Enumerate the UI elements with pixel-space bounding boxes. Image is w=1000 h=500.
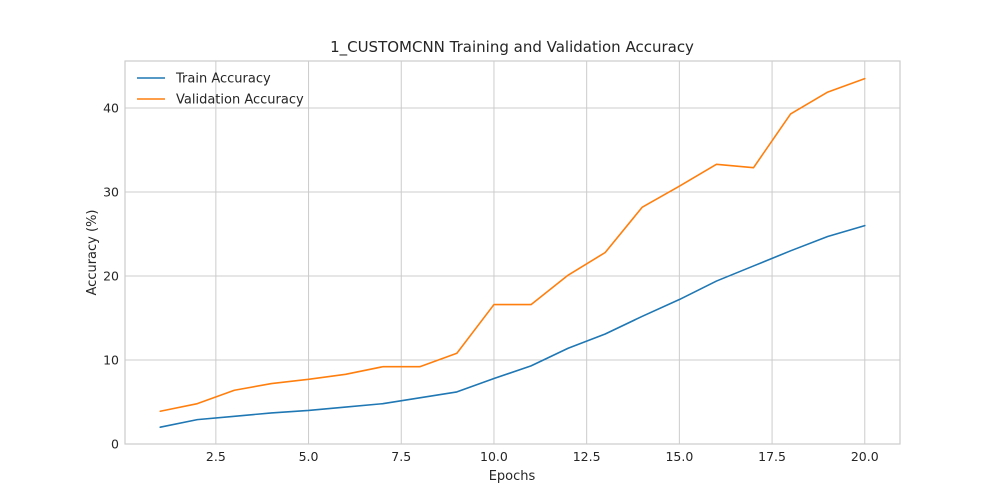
- x-tick-label: 20.0: [851, 449, 879, 464]
- chart-title: 1_CUSTOMCNN Training and Validation Accu…: [330, 38, 694, 57]
- legend-label-validation-accuracy: Validation Accuracy: [176, 93, 304, 108]
- tick-labels: 2.5 5.0 7.5 10.0 12.5 15.0 17.5 20.0 0 10 20 30 40: [103, 101, 879, 464]
- legend-label-train-accuracy: Train Accuracy: [175, 72, 271, 87]
- y-tick-label: 30: [103, 185, 119, 200]
- series-line-train-accuracy: [159, 224, 866, 429]
- y-axis-label: Accuracy (%): [85, 210, 100, 296]
- grid-layer: [125, 61, 900, 445]
- x-tick-label: 12.5: [573, 449, 601, 464]
- x-tick-label: 10.0: [480, 449, 508, 464]
- y-tick-label: 0: [111, 437, 119, 452]
- x-axis-label: Epochs: [489, 469, 536, 484]
- series-layer: [159, 77, 866, 429]
- y-tick-label: 40: [103, 101, 119, 116]
- y-tick-label: 20: [103, 269, 119, 284]
- plot-frame: [124, 60, 901, 445]
- x-tick-label: 5.0: [299, 449, 319, 464]
- legend: Train Accuracy Validation Accuracy: [137, 72, 304, 108]
- x-tick-label: 17.5: [758, 449, 786, 464]
- y-tick-label: 10: [103, 353, 119, 368]
- x-tick-label: 7.5: [391, 449, 411, 464]
- x-tick-label: 15.0: [665, 449, 693, 464]
- series-line-validation-accuracy: [159, 77, 866, 413]
- x-tick-label: 2.5: [206, 449, 226, 464]
